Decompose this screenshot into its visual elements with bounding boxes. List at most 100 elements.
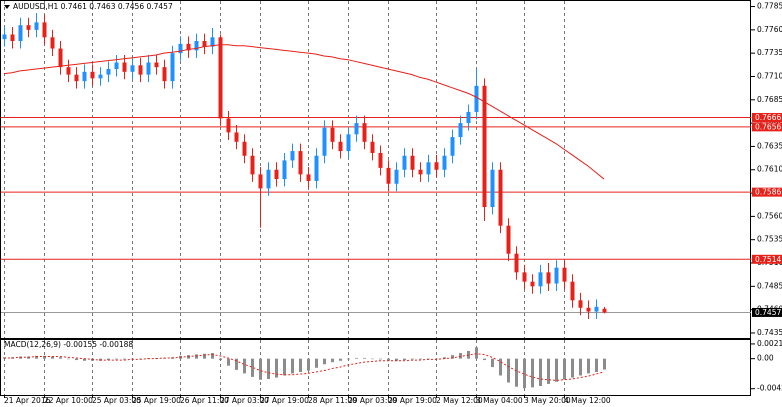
macd-bar — [203, 353, 206, 359]
x-tick-label: 25 Apr 03:00 — [92, 396, 141, 405]
candle-body — [2, 34, 7, 40]
macd-bar — [451, 355, 454, 359]
macd-bar — [523, 358, 526, 389]
y-tick-label: 0.7535 — [757, 235, 782, 244]
candle-body — [546, 272, 551, 284]
last-price-box — [752, 307, 782, 317]
macd-bar — [347, 358, 350, 360]
candle-body — [354, 123, 359, 135]
macd-bar — [291, 358, 294, 374]
x-tick-label: 27 Apr 19:00 — [260, 396, 309, 405]
macd-bar — [259, 358, 262, 380]
macd-bar — [355, 357, 358, 359]
candle-body — [122, 62, 127, 72]
macd-y-tick-label: 0.00 — [757, 354, 774, 363]
y-tick-label: 0.7435 — [757, 328, 782, 337]
main-panel — [0, 0, 751, 339]
macd-signal — [4, 353, 605, 381]
candle-body — [586, 307, 591, 312]
macd-bar — [211, 353, 214, 359]
candle-body — [266, 169, 271, 189]
macd-bar — [363, 357, 366, 359]
candle-body — [42, 22, 47, 38]
candle-body — [250, 155, 255, 175]
candle-body — [138, 65, 143, 75]
macd-bar — [123, 358, 126, 360]
macd-y-tick-label: 0.0021 — [757, 339, 782, 348]
candle-body — [274, 169, 279, 180]
candle-body — [538, 272, 543, 287]
macd-bar — [251, 358, 254, 377]
level-label: 0.7666 — [755, 113, 781, 122]
macd-bar — [67, 358, 70, 360]
level-label-box — [752, 187, 782, 197]
candle-body — [242, 141, 247, 156]
candle-body — [26, 25, 31, 30]
candle-body — [234, 132, 239, 142]
y-tick-label: 0.7560 — [757, 211, 782, 220]
level-label: 0.7656 — [755, 122, 781, 131]
y-tick-label: 0.7735 — [757, 48, 782, 57]
level-label-box — [752, 122, 782, 132]
macd-bar — [243, 358, 246, 374]
macd-bar — [235, 358, 238, 370]
macd-bar — [443, 357, 446, 359]
macd-bar — [75, 358, 78, 361]
candle-body — [410, 155, 415, 170]
macd-bar — [323, 358, 326, 365]
candle-body — [306, 174, 311, 181]
candle-body — [490, 169, 495, 208]
macd-bar — [507, 358, 510, 383]
candle-body — [466, 111, 471, 124]
candle-body — [194, 41, 199, 51]
moving-average — [3, 44, 605, 180]
candle-body — [18, 25, 23, 42]
candle-body — [322, 127, 327, 156]
candle-body — [514, 253, 519, 273]
candle-body — [530, 281, 535, 287]
macd-bar — [371, 358, 374, 360]
candle-body — [314, 155, 319, 181]
candle-body — [10, 34, 15, 42]
x-tick-label: 2 May 12:00 — [436, 396, 483, 405]
macd-bar — [587, 358, 590, 374]
macd-bar — [275, 358, 278, 378]
macd-bar — [107, 358, 110, 361]
macd-y-tick-label: -0.00428 — [757, 384, 782, 393]
collapse-icon[interactable] — [4, 5, 10, 9]
candle-body — [442, 155, 447, 170]
macd-bar — [411, 358, 414, 360]
level-label: 0.7514 — [755, 255, 781, 264]
macd-bar — [219, 358, 222, 361]
candle-body — [362, 123, 367, 142]
candle-body — [66, 67, 71, 75]
level-label-box — [752, 113, 782, 123]
candle-body — [434, 162, 439, 170]
macd-bar — [595, 358, 598, 372]
candle-body — [106, 69, 111, 75]
candle-body — [570, 281, 575, 301]
level-label-box — [752, 254, 782, 264]
macd-bar — [59, 357, 62, 359]
y-tick-label: 0.7760 — [757, 25, 782, 34]
candle-body — [346, 134, 351, 152]
macd-bar — [531, 358, 534, 388]
candle-body — [202, 41, 207, 47]
x-tick-label: 3 May 20:00 — [524, 396, 571, 405]
macd-bar — [459, 353, 462, 359]
x-tick-label: 26 Apr 11:00 — [180, 396, 229, 405]
candle-body — [370, 141, 375, 153]
macd-bar — [603, 358, 606, 370]
level-label: 0.7586 — [755, 188, 781, 197]
x-tick-label: 27 Apr 03:00 — [220, 396, 269, 405]
candle-body — [178, 43, 183, 54]
candle-body — [186, 43, 191, 51]
macd-bar — [267, 358, 270, 380]
macd-bar — [539, 358, 542, 387]
candle-body — [418, 169, 423, 175]
candle-body — [562, 267, 567, 282]
x-tick-label: 28 Apr 11:00 — [308, 396, 357, 405]
candle-body — [210, 37, 215, 47]
macd-bar — [339, 358, 342, 361]
candle-body — [386, 167, 391, 184]
